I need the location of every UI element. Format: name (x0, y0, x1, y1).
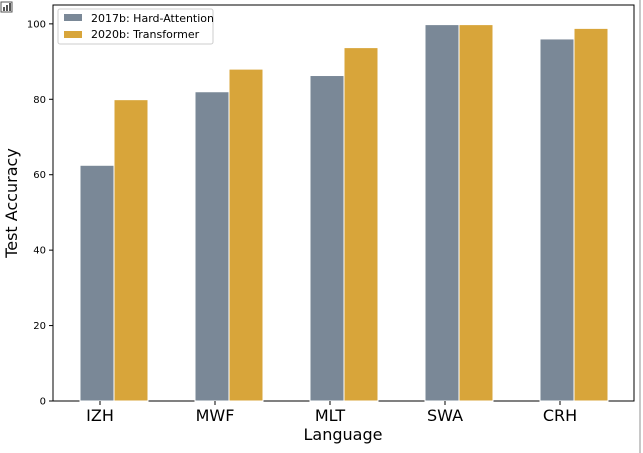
bar-mlt-series-1 (343, 47, 379, 402)
y-tick-label: 60 (33, 170, 46, 181)
y-tick-label: 100 (27, 19, 46, 30)
y-axis-label: Test Accuracy (2, 148, 21, 259)
y-tick-label: 40 (33, 246, 46, 257)
x-axis-ticks: IZH MWF MLT SWA CRH (86, 401, 577, 425)
bar-crh-series-1 (573, 27, 609, 402)
bars-group (79, 24, 609, 402)
bar-mlt-series-0 (309, 75, 345, 402)
legend-swatch-transformer (64, 31, 82, 38)
y-axis-ticks: 0 20 40 60 80 100 (27, 19, 53, 408)
bar-mwf-series-0 (194, 91, 230, 402)
legend-swatch-hard-attention (64, 14, 82, 21)
bar-izh-series-1 (113, 99, 149, 402)
bar-swa-series-0 (424, 24, 460, 402)
bar-swa-series-1 (458, 24, 494, 402)
bar-izh-series-0 (79, 164, 115, 402)
legend-box (57, 8, 214, 45)
chart-icon[interactable] (0, 1, 13, 13)
legend-label-hard-attention: 2017b: Hard-Attention (91, 12, 214, 25)
x-axis-label: Language (304, 425, 383, 444)
bar-crh-series-0 (539, 38, 575, 402)
x-tick-label-crh: CRH (543, 406, 577, 425)
legend: 2017b: Hard-Attention 2020b: Transformer (57, 8, 214, 45)
y-tick-label: 20 (33, 321, 46, 332)
x-tick-label-mlt: MLT (315, 406, 346, 425)
x-tick-label-izh: IZH (86, 406, 114, 425)
y-tick-label: 0 (40, 397, 46, 408)
x-tick-label-mwf: MWF (196, 406, 235, 425)
x-tick-label-swa: SWA (427, 406, 463, 425)
bar-mwf-series-1 (228, 68, 264, 402)
y-tick-label: 80 (33, 95, 46, 106)
legend-label-transformer: 2020b: Transformer (91, 28, 200, 41)
